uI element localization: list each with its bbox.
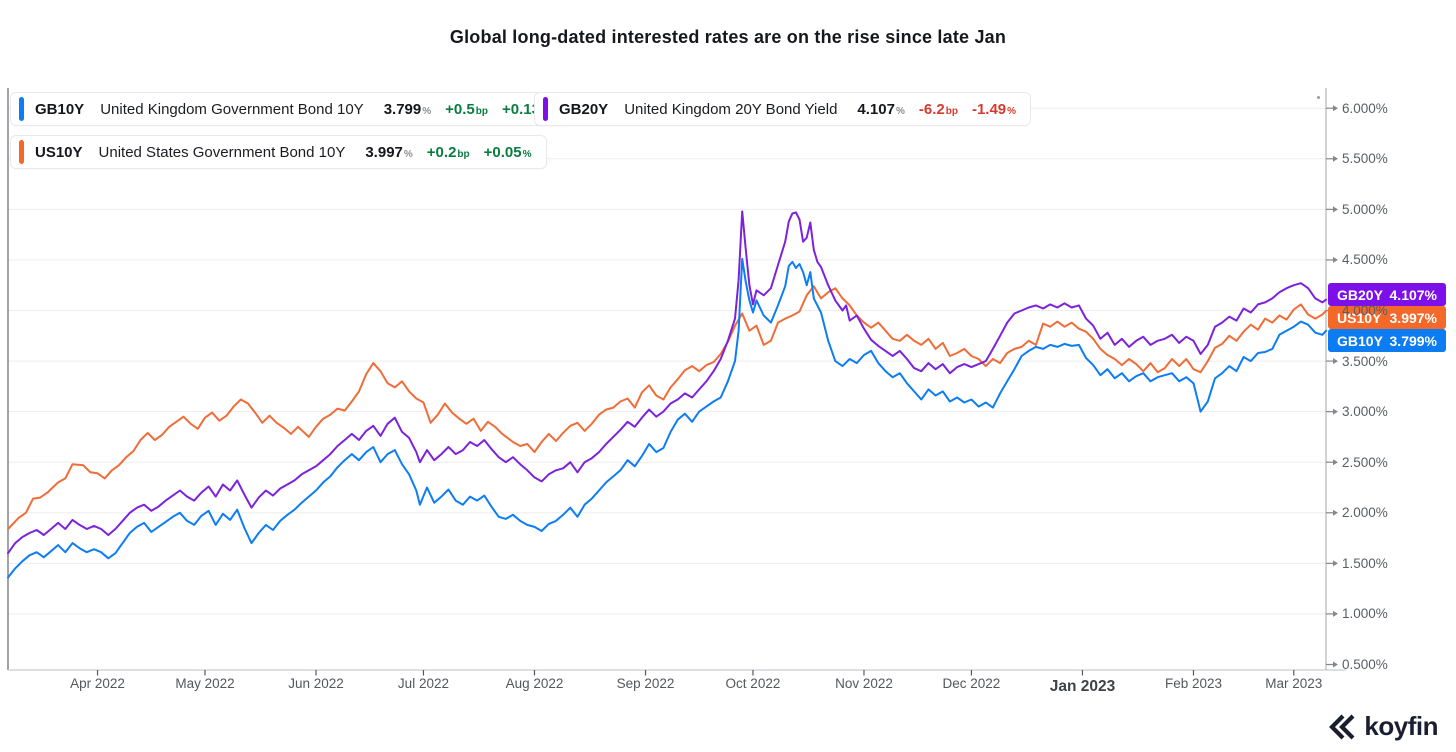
y-tick-label: 5.500% — [1342, 151, 1388, 167]
y-tick-label: 4.500% — [1342, 252, 1388, 268]
y-tick-label: 1.000% — [1342, 606, 1388, 622]
x-tick-label: Feb 2023 — [1164, 676, 1222, 691]
x-tick-label: Mar 2023 — [1265, 676, 1323, 691]
y-tick-label: 1.500% — [1342, 555, 1388, 571]
legend-last-value: 3.799 % — [383, 100, 432, 118]
price-tag-us10y[interactable]: US10Y 3.997% — [1328, 306, 1446, 329]
x-tick-label: Dec 2022 — [942, 676, 1001, 691]
y-tick-label: 4.000% — [1342, 302, 1388, 318]
y-tick-label: 2.500% — [1342, 454, 1388, 470]
legend-change-bp: +0.5 bp — [445, 100, 488, 118]
series-color-bar — [19, 97, 24, 121]
series-color-bar — [543, 97, 548, 121]
y-tick-label: 3.500% — [1342, 353, 1388, 369]
koyfin-chevron-icon — [1329, 714, 1355, 739]
legend-change-bp: +0.2 bp — [426, 143, 470, 161]
y-tick-label: 2.000% — [1342, 505, 1388, 521]
series-line-gb20y — [7, 210, 1327, 555]
series-line-gb10y — [7, 257, 1327, 579]
legend-security-name: United Kingdom 20Y Bond Yield — [624, 100, 838, 118]
x-tick-label: Apr 2022 — [70, 676, 125, 691]
legend-last-value: 4.107 % — [857, 100, 905, 118]
price-tag-gb20y[interactable]: GB20Y 4.107% — [1328, 283, 1446, 306]
y-tick-label: 6.000% — [1342, 100, 1388, 116]
y-tick-label: 3.000% — [1342, 404, 1388, 420]
series-color-bar — [19, 140, 24, 164]
x-tick-label: Aug 2022 — [505, 676, 564, 691]
legend-change-bp: -6.2 bp — [918, 100, 958, 118]
x-tick-label: May 2022 — [175, 676, 235, 691]
legend-ticker: GB10Y — [35, 100, 85, 118]
price-tag-gb10y[interactable]: GB10Y 3.799% — [1328, 329, 1446, 352]
x-tick-label: Jul 2022 — [397, 676, 449, 691]
x-tick-label: Oct 2022 — [725, 676, 781, 691]
x-tick-label: Jun 2022 — [288, 676, 344, 691]
legend-ticker: GB20Y — [559, 100, 609, 118]
koyfin-logo[interactable]: koyfin — [1327, 711, 1438, 742]
cursor-dot — [1317, 96, 1320, 99]
koyfin-logo-text: koyfin — [1364, 711, 1438, 741]
y-tick-label: 0.500% — [1342, 657, 1388, 672]
legend-item-gb10y[interactable]: GB10Y United Kingdom Government Bond 10Y… — [10, 92, 565, 126]
legend-security-name: United Kingdom Government Bond 10Y — [100, 100, 364, 118]
legend-last-value: 3.997 % — [365, 143, 413, 161]
x-tick-label: Sep 2022 — [616, 676, 675, 691]
page-title: Global long-dated interested rates are o… — [449, 27, 1007, 47]
legend-item-gb20y[interactable]: GB20Y United Kingdom 20Y Bond Yield 4.10… — [534, 92, 1032, 126]
x-tick-label: Nov 2022 — [835, 676, 893, 691]
legend-change-pct: +0.05 % — [483, 143, 532, 161]
series-line-us10y — [7, 285, 1327, 530]
legend-security-name: United States Government Bond 10Y — [98, 143, 346, 161]
y-tick-label: 5.000% — [1342, 201, 1388, 217]
x-tick-label: Jan 2023 — [1049, 678, 1116, 695]
legend-item-us10y[interactable]: US10Y United States Government Bond 10Y … — [10, 135, 547, 169]
legend-ticker: US10Y — [35, 143, 83, 161]
legend-change-pct: -1.49 % — [971, 100, 1017, 118]
